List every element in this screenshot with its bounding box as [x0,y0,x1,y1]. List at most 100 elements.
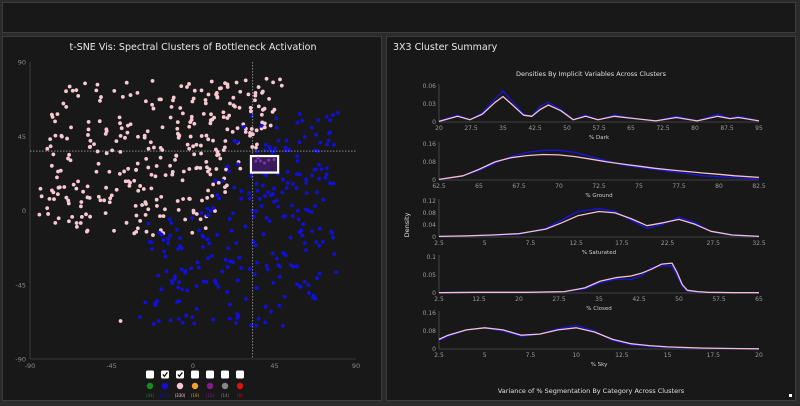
scatter-point [146,207,151,212]
density-x-tick: 17.5 [707,352,721,359]
legend-color-dot [176,382,184,390]
density-x-label: % Closed [586,306,611,312]
legend-color-dot [191,382,199,390]
density-x-tick: 65 [627,125,635,132]
scatter-point [295,120,300,125]
scatter-point [176,133,181,138]
legend-checkbox[interactable] [206,370,214,379]
scatter-point [254,145,258,150]
scatter-point [192,321,197,326]
scatter-point [231,95,236,100]
scatter-point [107,169,112,174]
scatter-point [254,181,259,186]
scatter-point [255,142,259,147]
scatter-point [314,240,319,245]
scatter-point [304,180,309,185]
scatter-point [329,229,333,234]
density-x-tick: 7.5 [526,240,536,247]
density-series-blue [438,324,760,350]
scatter-point [267,219,272,223]
scatter-point [92,142,96,147]
legend-checkbox[interactable] [191,370,199,379]
density-y-tick: 0.16 [423,141,437,148]
scatter-point [155,204,159,208]
scatter-point [215,94,220,99]
scatter-point [144,229,149,234]
scatter-point [143,200,148,205]
legend-checkbox[interactable] [176,370,184,379]
scatter-point [167,217,172,222]
resize-handle[interactable] [789,394,792,397]
density-x-tick: 27.5 [464,125,478,132]
scatter-point [184,313,189,318]
scatter-point [204,160,209,164]
scatter-point [104,151,109,156]
scatter-point [211,182,216,187]
scatter-point [317,243,322,248]
summary-title: 3X3 Cluster Summary [393,42,498,53]
scatter-point [209,112,213,117]
scatter-point [227,316,232,321]
scatter-point [244,297,248,301]
scatter-point [155,299,160,304]
scatter-point [216,285,221,289]
scatter-point [263,320,268,325]
scatter-point [181,169,186,174]
scatter-point [260,183,265,188]
scatter-point [199,151,203,156]
legend-checkbox[interactable] [221,370,229,379]
scatter-point [259,112,264,117]
scatter-point [230,129,235,134]
scatter-point [168,115,173,120]
scatter-point [253,98,257,103]
scatter-point [228,302,232,307]
scatter-point [223,139,228,143]
legend-count: (19) [191,393,200,398]
scatter-point [198,217,203,222]
scatter-point [234,321,239,325]
scatter-point [225,264,230,269]
scatter-point [288,235,293,240]
density-x-label: % Ground [585,193,612,199]
scatter-point [160,125,165,130]
scatter-point [217,196,222,201]
density-x-tick: 72.5 [656,125,670,132]
density-y-tick: 0 [432,290,436,297]
selected-point [267,158,271,162]
legend-checkbox[interactable] [146,370,154,379]
density-x-tick: 57.5 [592,125,606,132]
scatter-point [64,89,68,94]
scatter-point [250,145,255,149]
scatter-point [328,181,332,186]
scatter-point [69,125,73,130]
y-tick-label: -45 [15,281,26,289]
scatter-point [256,316,261,321]
scatter-point [319,167,324,171]
scatter-point [321,197,326,202]
scatter-point [304,248,309,253]
scatter-point [214,167,219,171]
scatter-point [195,260,200,265]
scatter-point [283,145,288,150]
scatter-point [332,142,336,147]
scatter-point [243,130,248,134]
scatter-point [67,219,71,224]
scatter-point [78,221,83,225]
scatter-point [149,240,154,245]
scatter-point [166,241,170,246]
density-x-tick: 82.5 [752,183,766,190]
scatter-point [225,116,230,120]
selected-point [262,161,266,165]
legend-checkbox[interactable] [161,370,169,379]
density-x-tick: 2.5 [434,296,444,303]
legend-checkbox[interactable] [236,370,244,379]
legend-color-dot [221,382,229,390]
scatter-point [163,254,168,259]
tsne-scatter-plot[interactable]: 90 45 0 -45 -90-90 -45 0 45 90 (44) (273) (330) (19)… [3,37,383,402]
scatter-point [112,228,116,233]
scatter-point [268,123,273,128]
scatter-point [143,212,148,217]
scatter-point [310,125,314,130]
scatter-point [178,106,183,110]
density-charts: Densities By Implicit Variables Across C… [403,70,766,395]
